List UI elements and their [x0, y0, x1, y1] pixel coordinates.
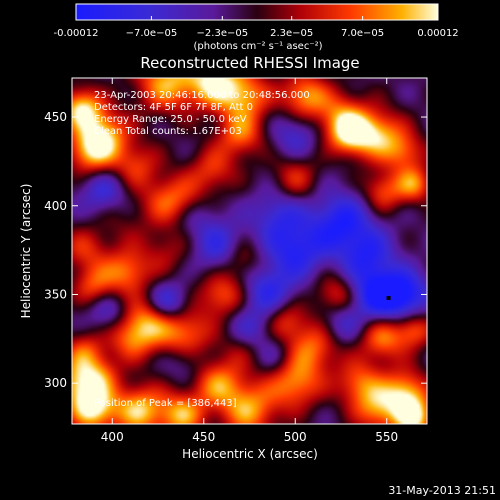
x-tick-label: 500 — [284, 430, 307, 444]
y-tick-label: 450 — [44, 110, 67, 124]
colorbar-tick-label: −2.3e−05 — [197, 28, 249, 39]
annotations: 23-Apr-2003 20:46:16.000 to 20:48:56.000… — [94, 90, 310, 409]
colorbar: -0.00012 −7.0e−05 −2.3e−05 2.3e−05 7.0e−05 0.… — [54, 3, 459, 52]
y-axis-ticks: 300 350 400 450 — [44, 110, 427, 390]
plot-frame — [71, 77, 428, 425]
colorbar-gradient — [75, 3, 439, 21]
colorbar-ticks: -0.00012 −7.0e−05 −2.3e−05 2.3e−05 7.0e−05 0.… — [54, 16, 459, 39]
x-tick-label: 550 — [375, 430, 398, 444]
colorbar-tick-label: 0.00012 — [417, 28, 458, 39]
x-tick-label: 450 — [192, 430, 215, 444]
annotation-energy-range: Energy Range: 25.0 - 50.0 keV — [94, 114, 247, 125]
colorbar-tick-label: 2.3e−05 — [270, 28, 313, 39]
y-axis-label: Heliocentric Y (arcsec) — [19, 184, 33, 319]
x-axis-ticks: 400 450 500 550 — [101, 78, 398, 444]
annotation-time-range: 23-Apr-2003 20:46:16.000 to 20:48:56.000 — [94, 90, 310, 101]
x-axis-label: Heliocentric X (arcsec) — [182, 447, 318, 461]
colorbar-tick-label: −7.0e−05 — [126, 28, 178, 39]
annotation-detectors: Detectors: 4F 5F 6F 7F 8F, Att 0 — [94, 102, 253, 113]
peak-marker — [386, 296, 391, 301]
y-tick-label: 300 — [44, 376, 67, 390]
peak-position-label: Position of Peak = [386,443] — [94, 398, 237, 409]
colorbar-tick-label: -0.00012 — [54, 28, 99, 39]
annotation-total-counts: Clean Total counts: 1.67E+03 — [94, 126, 242, 137]
colorbar-unit-label: (photons cm⁻² s⁻¹ asec⁻²) — [193, 41, 322, 52]
y-tick-label: 350 — [44, 287, 67, 301]
chart-title: Reconstructed RHESSI Image — [140, 54, 359, 72]
colorbar-tick-label: 7.0e−05 — [341, 28, 384, 39]
heatmap-image — [72, 78, 427, 424]
footer-timestamp: 31-May-2013 21:51 — [388, 484, 496, 497]
y-tick-label: 400 — [44, 199, 67, 213]
x-tick-label: 400 — [101, 430, 124, 444]
